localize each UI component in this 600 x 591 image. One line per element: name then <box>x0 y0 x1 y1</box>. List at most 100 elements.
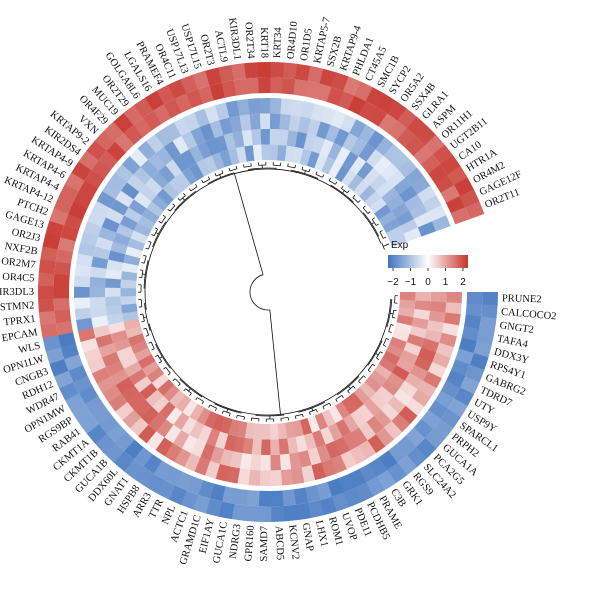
heatmap-cell <box>221 486 237 504</box>
dendrogram-branch <box>221 170 224 174</box>
heatmap-cell <box>426 320 444 334</box>
heatmap-cell <box>71 161 92 181</box>
heatmap-cell <box>91 256 109 269</box>
heatmap-cell <box>106 259 124 272</box>
heatmap-cell <box>54 261 72 276</box>
heatmap-cell <box>219 416 233 435</box>
dendrogram-branch <box>174 190 196 211</box>
heatmap-cell <box>279 113 292 131</box>
heatmap-cell <box>194 457 211 476</box>
heatmap-cell <box>77 242 96 257</box>
gene-label: OR4C5 <box>2 272 35 285</box>
gene-label: STMN2 <box>0 300 35 313</box>
heatmap-cell <box>168 389 186 408</box>
heatmap-cell <box>413 212 433 228</box>
heatmap-cell <box>261 423 271 440</box>
heatmap-cell <box>133 446 153 467</box>
heatmap-cell <box>358 421 376 441</box>
heatmap-cell <box>378 113 398 134</box>
heatmap-cell <box>364 376 382 393</box>
heatmap-cell <box>413 308 430 321</box>
heatmap-cell <box>237 468 251 486</box>
heatmap-cell <box>173 448 192 468</box>
dendrogram-branch <box>379 230 383 233</box>
dendrogram-branch <box>148 242 152 250</box>
dendrogram-branch <box>183 193 186 196</box>
heatmap-cell <box>102 384 122 403</box>
dendrogram-branch <box>143 327 147 330</box>
dendrogram-branch <box>209 404 217 409</box>
heatmap-cell <box>458 337 477 354</box>
heatmap-cell <box>406 333 425 348</box>
heatmap-cell <box>116 223 135 239</box>
heatmap-cell <box>270 98 282 114</box>
heatmap-cell <box>416 438 437 459</box>
dendrogram-branch <box>145 247 149 250</box>
heatmap-cell <box>49 358 69 377</box>
heatmap-cell <box>83 347 102 364</box>
dendrogram-branch <box>302 414 304 418</box>
heatmap-cell <box>211 414 226 432</box>
heatmap-cell <box>446 292 462 304</box>
dendrogram-branch <box>177 383 181 387</box>
heatmap-cell <box>146 134 165 154</box>
heatmap-cell <box>337 473 356 493</box>
heatmap-cell <box>127 237 146 252</box>
heatmap-cell <box>139 382 158 400</box>
heatmap-cell <box>153 460 173 480</box>
heatmap-cell <box>359 185 376 203</box>
heatmap-cell <box>413 355 433 372</box>
gene-label: KRT18 <box>258 27 270 58</box>
heatmap-cell <box>399 219 418 235</box>
heatmap-cell <box>89 286 106 298</box>
heatmap-cell <box>281 489 296 506</box>
heatmap-cell <box>38 271 55 287</box>
heatmap-cell <box>133 222 152 237</box>
heatmap-cell <box>40 245 58 262</box>
heatmap-cell <box>38 285 54 300</box>
heatmap-cell <box>231 503 247 521</box>
heatmap-cell <box>247 98 261 115</box>
heatmap-cell <box>133 117 153 138</box>
heatmap-cell <box>331 492 350 512</box>
heatmap-cell <box>114 163 134 183</box>
heatmap-cell <box>249 454 262 471</box>
heatmap-cell <box>110 329 128 344</box>
heatmap-cell <box>173 117 191 136</box>
dendrogram-branch <box>150 341 155 349</box>
heatmap-cell <box>103 121 125 142</box>
heatmap-cell <box>327 142 343 161</box>
heatmap-cell <box>249 113 261 130</box>
heatmap-cell <box>123 458 144 480</box>
heatmap-cell <box>342 414 359 433</box>
heatmap-cell <box>90 305 107 318</box>
heatmap-cell <box>409 364 428 381</box>
heatmap-cell <box>259 97 271 114</box>
heatmap-cell <box>134 466 154 487</box>
gene-label: CALCOCO2 <box>501 307 557 323</box>
heatmap-cell <box>236 146 248 164</box>
heatmap-cell <box>180 149 197 168</box>
heatmap-cell <box>450 207 470 225</box>
heatmap-cell <box>369 392 388 410</box>
heatmap-cell <box>244 145 255 162</box>
heatmap-cell <box>180 74 199 94</box>
heatmap-cell <box>164 122 182 142</box>
heatmap-cell <box>180 416 197 435</box>
dendrogram-branch <box>385 243 389 246</box>
heatmap-cell <box>121 384 140 403</box>
dendrogram-branch <box>386 299 393 328</box>
heatmap-cell <box>417 347 436 363</box>
heatmap-cell <box>196 407 212 426</box>
heatmap-cell <box>145 177 164 195</box>
dendrogram-branch <box>221 410 224 414</box>
dendrogram-branch <box>163 367 167 370</box>
heatmap-cell <box>367 130 386 150</box>
heatmap-cell <box>443 312 461 326</box>
heatmap-cell <box>140 406 159 425</box>
gene-label: SAMD7 <box>259 526 270 562</box>
gene-label: ABCD5 <box>273 526 286 561</box>
dendrogram-branch <box>328 180 336 185</box>
heatmap-cell <box>269 144 279 161</box>
dendrogram-branch <box>139 269 143 271</box>
